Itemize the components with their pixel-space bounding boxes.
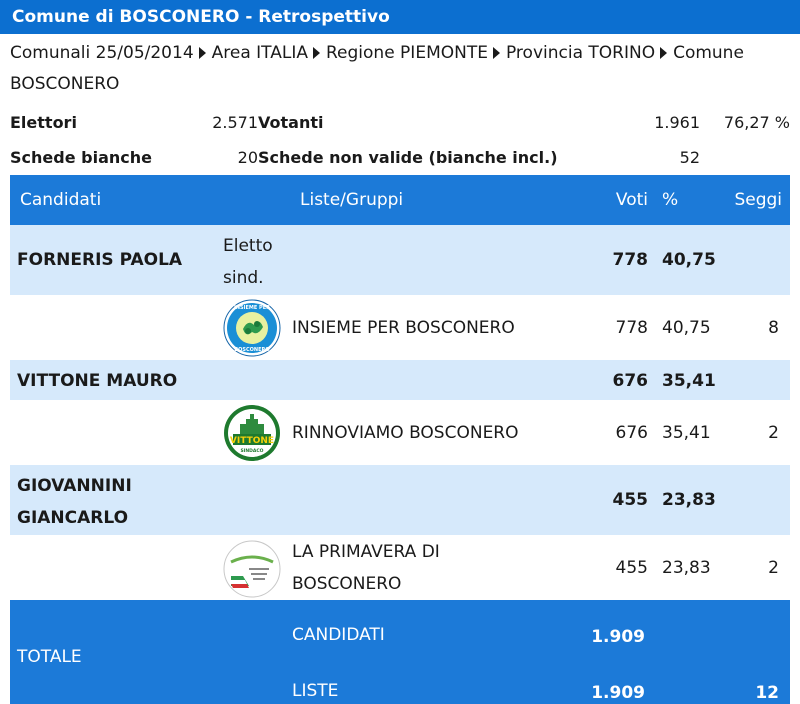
results-table-header: Candidati Liste/Gruppi Voti % Seggi [10,175,790,225]
schede-bianche-label: Schede bianche [10,148,152,167]
total-liste-label: LISTE [292,681,339,701]
candidate-name: FORNERIS PAOLA [17,250,183,270]
elected-mayor-note: Eletto sind. [223,236,273,288]
candidate-percent: 40,75 [662,250,716,270]
list-seats: 8 [768,318,779,338]
list-votes: 676 [615,423,648,443]
schede-non-valide-value: 52 [679,148,700,167]
table-row-list: INSIEME PER BOSCONERO INSIEME PER BOSCON… [10,295,790,360]
breadcrumb-province[interactable]: Provincia TORINO [505,43,656,63]
schede-bianche-value: 20 [237,148,258,167]
window-title: Comune di BOSCONERO - Retrospettivo [0,0,800,34]
header-voti: Voti [615,190,648,210]
candidate-percent: 35,41 [662,371,716,391]
breadcrumb-region[interactable]: Regione PIEMONTE [326,43,488,63]
list-seats: 2 [768,423,779,443]
insieme-logo-top-text: INSIEME PER [234,305,270,311]
insieme-logo-bottom-text: BOSCONERO [234,347,269,353]
elettori-value: 2.571 [212,113,258,132]
vittone-logo-sub: SINDACO [240,448,263,454]
candidate-name: VITTONE MAURO [17,371,178,391]
header-liste: Liste/Gruppi [300,190,404,210]
schede-non-valide-label: Schede non valide (bianche incl.) [258,148,558,167]
list-votes: 778 [615,318,648,338]
list-name: LA PRIMAVERA DI BOSCONERO [292,542,440,594]
table-row-list: VITTONE SINDACO RINNOVIAMO BOSCONERO 676… [10,400,790,465]
total-label: TOTALE [17,647,82,667]
candidate-votes: 778 [612,250,649,270]
table-row-candidate: VITTONE MAURO 676 35,41 [10,360,790,400]
votanti-percent: 76,27 % [723,113,790,132]
candidate-votes: 676 [612,371,649,391]
insieme-logo-icon: INSIEME PER BOSCONERO [223,299,281,357]
header-candidati: Candidati [20,190,102,210]
votanti-value: 1.961 [654,113,700,132]
total-candidati-label: CANDIDATI [292,625,385,645]
candidate-percent: 23,83 [662,490,716,510]
breadcrumb-arrow-icon [198,46,206,59]
breadcrumb-arrow-icon [313,46,320,59]
candidate-votes: 455 [612,490,649,510]
elettori-label: Elettori [10,113,77,132]
list-percent: 40,75 [662,318,711,338]
primavera-logo-icon [223,540,281,598]
candidate-name: GIOVANNINI GIANCARLO [17,476,132,528]
vittone-logo-icon: VITTONE SINDACO [224,405,280,461]
total-liste-votes: 1.909 [591,683,645,703]
breadcrumb-arrow-icon [660,46,668,59]
breadcrumb: Comunali 25/05/2014 Area ITALIA Regione PI… [10,38,795,100]
breadcrumb-area[interactable]: Area ITALIA [211,43,308,63]
votanti-label: Votanti [258,113,324,132]
list-name: INSIEME PER BOSCONERO [292,318,515,338]
list-percent: 23,83 [662,558,711,578]
list-percent: 35,41 [662,423,711,443]
header-seggi: Seggi [734,190,782,210]
table-row-list: LA PRIMAVERA DI BOSCONERO 455 23,83 2 [10,535,790,600]
vittone-logo-name: VITTONE [230,436,274,446]
table-row-candidate: GIOVANNINI GIANCARLO 455 23,83 [10,465,790,535]
total-row: TOTALE CANDIDATI 1.909 LISTE 1.909 12 [10,600,790,704]
breadcrumb-arrow-icon [492,46,500,59]
list-seats: 2 [768,558,779,578]
total-seats: 12 [755,683,779,703]
breadcrumb-comune[interactable]: Comune BOSCONERO [10,43,744,94]
table-row-candidate: FORNERIS PAOLA Eletto sind. 778 40,75 [10,225,790,295]
list-votes: 455 [615,558,648,578]
list-name: RINNOVIAMO BOSCONERO [292,423,519,443]
breadcrumb-election[interactable]: Comunali 25/05/2014 [10,43,194,63]
header-percent: % [662,190,679,210]
total-candidati-votes: 1.909 [591,627,645,647]
